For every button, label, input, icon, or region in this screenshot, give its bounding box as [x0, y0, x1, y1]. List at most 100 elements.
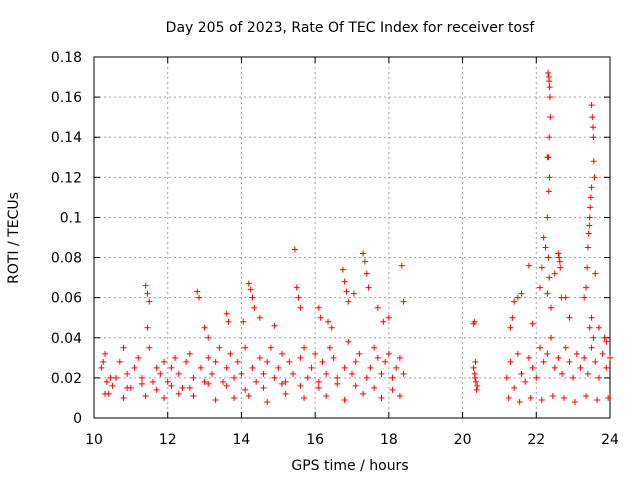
data-point — [400, 298, 407, 305]
data-point — [546, 174, 553, 181]
data-point — [473, 386, 480, 393]
data-point — [542, 244, 549, 251]
data-point — [507, 358, 514, 365]
data-point — [382, 358, 389, 365]
data-point — [227, 350, 234, 357]
data-point — [138, 380, 145, 387]
data-point — [144, 290, 151, 297]
data-point — [538, 264, 545, 271]
data-point — [249, 294, 256, 301]
data-point — [470, 364, 477, 371]
data-point — [603, 338, 610, 345]
data-point — [197, 364, 204, 371]
data-point — [595, 374, 602, 381]
data-point — [586, 324, 593, 331]
data-point — [238, 370, 245, 377]
data-point — [546, 274, 553, 281]
data-point — [240, 318, 247, 325]
x-tick-label: 18 — [380, 432, 398, 448]
data-point — [367, 364, 374, 371]
data-point — [149, 378, 156, 385]
data-point — [583, 392, 590, 399]
data-point — [286, 358, 293, 365]
data-point — [592, 270, 599, 277]
data-point — [588, 314, 595, 321]
data-point — [326, 344, 333, 351]
data-point — [472, 374, 479, 381]
data-point — [540, 358, 547, 365]
data-point — [590, 158, 597, 165]
data-point — [544, 214, 551, 221]
y-tick-label: 0.18 — [51, 50, 82, 66]
data-point — [343, 288, 350, 295]
data-point — [546, 84, 553, 91]
data-point — [591, 174, 598, 181]
chart-title: Day 205 of 2023, Rate Of TEC Index for r… — [166, 20, 536, 36]
data-point — [545, 70, 552, 77]
data-point — [562, 344, 569, 351]
data-point — [472, 378, 479, 385]
data-point — [317, 314, 324, 321]
data-point — [518, 370, 525, 377]
data-point — [385, 350, 392, 357]
data-point — [242, 344, 249, 351]
data-point — [271, 322, 278, 329]
data-point — [194, 288, 201, 295]
data-point — [398, 262, 405, 269]
x-tick-label: 12 — [159, 432, 177, 448]
data-point — [588, 184, 595, 191]
data-point — [256, 314, 263, 321]
data-point — [472, 358, 479, 365]
data-point — [603, 364, 610, 371]
y-tick-label: 0.1 — [60, 210, 82, 226]
data-point — [365, 284, 372, 291]
data-point — [345, 298, 352, 305]
data-point — [290, 370, 297, 377]
data-point — [363, 374, 370, 381]
y-tick-label: 0.08 — [51, 251, 82, 267]
data-point — [587, 194, 594, 201]
data-point — [522, 378, 529, 385]
data-point — [474, 382, 481, 389]
data-point — [116, 358, 123, 365]
data-point — [545, 154, 552, 161]
data-point — [471, 318, 478, 325]
data-point — [216, 344, 223, 351]
data-point — [360, 250, 367, 257]
data-point — [549, 392, 556, 399]
data-point — [590, 334, 597, 341]
data-point — [529, 364, 536, 371]
data-point — [315, 378, 322, 385]
data-point — [581, 294, 588, 301]
data-point — [400, 370, 407, 377]
data-point — [538, 396, 545, 403]
data-point — [511, 298, 518, 305]
data-point — [590, 134, 597, 141]
data-point — [518, 290, 525, 297]
data-point — [146, 298, 153, 305]
data-point — [607, 354, 613, 361]
data-point — [138, 374, 145, 381]
data-point — [175, 370, 182, 377]
data-point — [264, 398, 271, 405]
data-point — [587, 204, 594, 211]
data-point — [231, 374, 238, 381]
data-point — [330, 354, 337, 361]
data-point — [124, 370, 131, 377]
y-tick-label: 0.12 — [51, 170, 82, 186]
y-tick-label: 0.14 — [51, 130, 82, 146]
data-point — [356, 350, 363, 357]
data-point — [586, 214, 593, 221]
data-point — [573, 350, 580, 357]
x-tick-label: 22 — [527, 432, 545, 448]
data-point — [107, 374, 114, 381]
data-point — [562, 294, 569, 301]
data-point — [551, 364, 558, 371]
data-point — [557, 264, 564, 271]
data-point — [595, 324, 602, 331]
data-point — [205, 334, 212, 341]
data-point — [533, 374, 540, 381]
data-point — [190, 392, 197, 399]
data-point — [527, 394, 534, 401]
